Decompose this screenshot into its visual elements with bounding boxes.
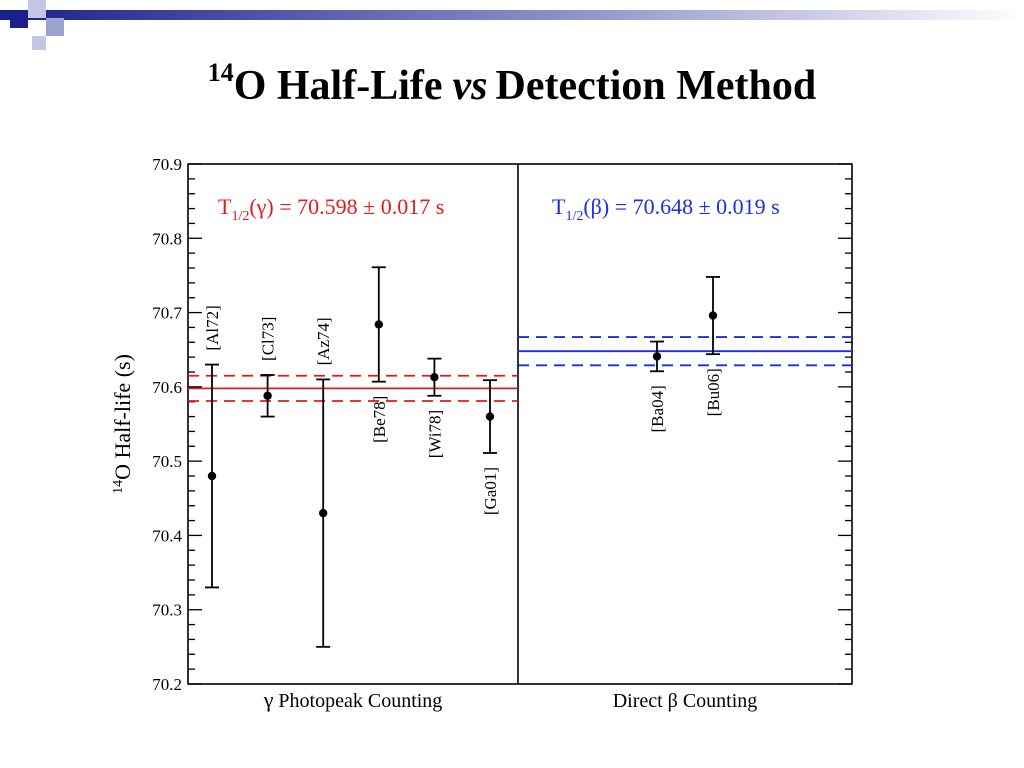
data-point xyxy=(708,311,718,320)
y-tick-label: 70.8 xyxy=(152,229,182,248)
y-axis-label: 14O Half-life (s) xyxy=(110,354,135,494)
beta-fit-label-t: T xyxy=(552,194,566,219)
gamma-fit-label: T1/2(γ) = 70.598 ± 0.017 s xyxy=(218,194,444,224)
corner-decoration xyxy=(0,0,1024,50)
y-tick-label: 70.4 xyxy=(152,526,182,545)
point-label: [Al72] xyxy=(203,305,222,350)
title-superscript: 14 xyxy=(207,58,234,87)
decoration-bar xyxy=(0,10,1024,20)
y-tick-label: 70.2 xyxy=(152,675,182,694)
gamma-fit-label-t: T xyxy=(218,194,232,219)
gamma-x-label-text: Photopeak Counting xyxy=(273,690,442,712)
plot-frame xyxy=(187,163,853,685)
data-point xyxy=(652,352,662,361)
title-part-b: Detection Method xyxy=(495,63,817,109)
data-point xyxy=(374,320,383,329)
point-label: [Ba04] xyxy=(648,385,667,432)
title-part-a: O Half-Life xyxy=(233,63,443,109)
y-tick-label: 70.7 xyxy=(152,304,182,323)
gamma-x-label: γ Photopeak Counting xyxy=(263,687,443,712)
beta-x-label: Direct β Counting xyxy=(613,690,758,712)
y-axis-label-text: O Half-life (s) xyxy=(110,354,135,480)
data-point xyxy=(485,412,495,421)
point-label: [Ga01] xyxy=(481,467,500,515)
decoration-square-dark xyxy=(10,10,28,28)
decoration-square-small xyxy=(32,36,46,50)
data-point xyxy=(319,508,328,518)
y-tick-label: 70.6 xyxy=(152,378,182,397)
point-label: [Be78] xyxy=(370,396,389,443)
point-label: [Az74] xyxy=(314,317,333,365)
data-point xyxy=(430,373,439,382)
point-label: [Bu06] xyxy=(704,368,723,416)
beta-x-label-text: Direct β Counting xyxy=(613,690,758,712)
beta-fit-label: T1/2(β) = 70.648 ± 0.019 s xyxy=(552,194,780,224)
decoration-square-light xyxy=(28,0,46,18)
point-label: [Wi78] xyxy=(425,410,444,458)
point-label: [Cl73] xyxy=(259,317,278,361)
beta-fit-label-rest: (β) = 70.648 ± 0.019 s xyxy=(583,194,779,219)
decoration-square-mid xyxy=(46,18,64,36)
beta-fit-label-sub: 1/2 xyxy=(565,209,583,224)
y-axis-label-superscript: 14 xyxy=(111,480,126,494)
y-tick-label: 70.5 xyxy=(152,452,182,471)
y-tick-label: 70.3 xyxy=(152,601,182,620)
gamma-x-label-symbol: γ xyxy=(263,687,274,712)
data-point xyxy=(207,471,217,481)
title-vs: vs xyxy=(452,63,488,109)
y-tick-label: 70.9 xyxy=(152,155,182,174)
gamma-fit-label-sub: 1/2 xyxy=(231,209,249,224)
data-point xyxy=(263,391,272,400)
gamma-fit-label-rest: (γ) = 70.598 ± 0.017 s xyxy=(249,194,444,219)
slide-title: 14O Half-Life vs Detection Method xyxy=(0,58,1024,110)
